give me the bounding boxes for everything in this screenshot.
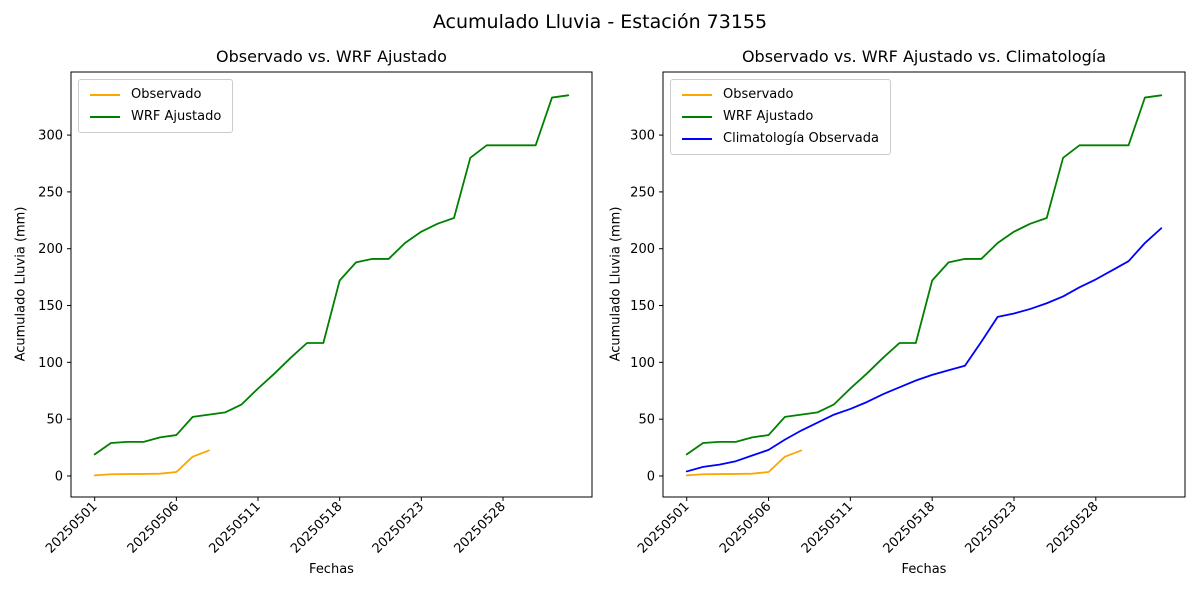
series-line-wrf-ajustado — [685, 94, 1163, 456]
plot-spines — [662, 71, 1186, 498]
x-tick-label: 20250523 — [962, 499, 1019, 556]
y-tick-label: 0 — [647, 469, 655, 484]
x-tick-label: 20250528 — [451, 499, 508, 556]
legend-label: WRF Ajustado — [723, 109, 814, 124]
series-line-observado — [685, 449, 803, 477]
series-line-observado — [93, 449, 210, 477]
legend-label: Climatología Observada — [723, 131, 879, 146]
x-tick-label: 20250506 — [717, 499, 774, 556]
plot-area: 0 50 100 150 200 250 300 20250501 20250506 202505… — [38, 71, 593, 557]
x-tick-label: 20250506 — [125, 499, 182, 556]
y-tick-label: 0 — [55, 469, 63, 484]
legend-swatch-observado — [90, 94, 120, 96]
y-tick-label: 150 — [630, 299, 655, 314]
x-axis-label: Fechas — [309, 562, 354, 577]
x-tick-label: 20250501 — [43, 499, 100, 556]
plot-spines — [70, 71, 593, 498]
series-line-wrf-ajustado — [93, 94, 570, 456]
y-tick-label: 300 — [630, 129, 655, 144]
series-line-climatolog-a-observada — [685, 227, 1163, 473]
y-tick-label: 50 — [638, 413, 655, 428]
y-tick-label: 100 — [38, 356, 63, 371]
legend: Observado WRF Ajustado — [78, 79, 234, 133]
legend-label: Observado — [723, 87, 794, 102]
y-tick-label: 50 — [46, 413, 63, 428]
legend-label: Observado — [131, 87, 202, 102]
y-tick-label: 200 — [38, 242, 63, 257]
y-axis-label: Acumulado Lluvia (mm) — [13, 206, 29, 362]
x-axis-label: Fechas — [901, 562, 947, 577]
x-tick-label: 20250511 — [206, 499, 263, 556]
y-tick-label: 100 — [630, 356, 655, 371]
y-tick-label: 150 — [38, 299, 63, 314]
legend-swatch-climatolog-a-observada — [682, 138, 712, 140]
legend: Observado WRF Ajustado Climatología Observ… — [670, 79, 891, 155]
x-tick-label: 20250523 — [370, 499, 427, 556]
legend-item-climatolog-a-observada: Climatología Observada — [682, 131, 879, 147]
legend-item-observado: Observado — [90, 87, 221, 103]
legend-label: WRF Ajustado — [131, 109, 222, 124]
legend-item-wrf-ajustado: WRF Ajustado — [90, 109, 221, 125]
legend-swatch-wrf-ajustado — [90, 116, 120, 118]
chart-title: Observado vs. WRF Ajustado — [216, 47, 447, 66]
figure-suptitle: Acumulado Lluvia - Estación 73155 — [432, 11, 768, 33]
x-tick-label: 20250501 — [635, 499, 692, 556]
chart-title: Observado vs. WRF Ajustado vs. Climatolo… — [741, 47, 1107, 66]
x-tick-label: 20250528 — [1044, 499, 1101, 556]
x-tick-label: 20250511 — [799, 499, 856, 556]
y-tick-label: 200 — [630, 242, 655, 257]
x-tick-label: 20250518 — [881, 499, 938, 556]
legend-swatch-observado — [682, 94, 712, 96]
legend-item-observado: Observado — [682, 87, 879, 103]
legend-swatch-wrf-ajustado — [682, 116, 712, 118]
y-tick-label: 300 — [38, 129, 63, 144]
legend-item-wrf-ajustado: WRF Ajustado — [682, 109, 879, 125]
y-tick-label: 250 — [630, 185, 655, 200]
y-tick-label: 250 — [38, 185, 63, 200]
x-tick-label: 20250518 — [288, 499, 345, 556]
y-axis-label: Acumulado Lluvia (mm) — [608, 206, 624, 362]
